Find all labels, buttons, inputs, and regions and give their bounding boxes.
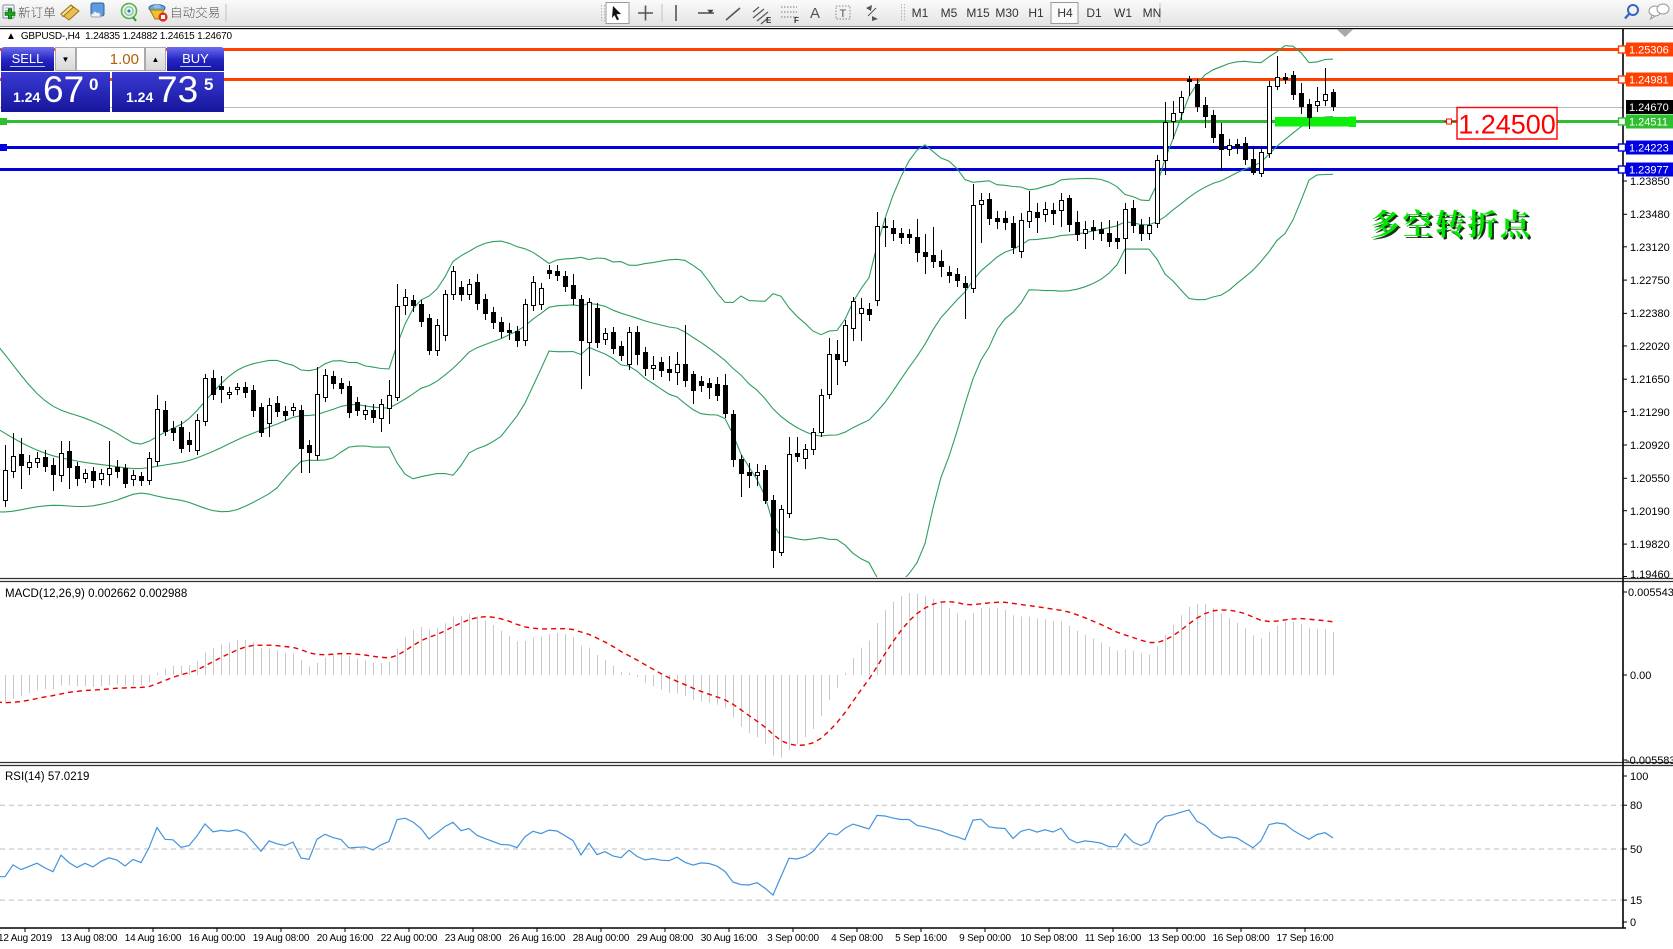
svg-text:26 Aug 16:00: 26 Aug 16:00 xyxy=(509,933,566,944)
svg-text:22 Aug 00:00: 22 Aug 00:00 xyxy=(381,933,438,944)
svg-text:1.22750: 1.22750 xyxy=(1630,275,1670,287)
svg-text:1.23120: 1.23120 xyxy=(1630,242,1670,254)
svg-text:1.23480: 1.23480 xyxy=(1630,209,1670,221)
svg-text:W1: W1 xyxy=(1114,6,1132,20)
svg-text:1.19460: 1.19460 xyxy=(1630,569,1670,581)
svg-text:1.22380: 1.22380 xyxy=(1630,308,1670,320)
svg-text:1.20550: 1.20550 xyxy=(1630,473,1670,485)
svg-text:14 Aug 16:00: 14 Aug 16:00 xyxy=(125,933,182,944)
svg-text:1.20190: 1.20190 xyxy=(1630,506,1670,518)
svg-text:F: F xyxy=(794,16,799,25)
svg-text:M1: M1 xyxy=(912,6,929,20)
svg-text:19 Aug 08:00: 19 Aug 08:00 xyxy=(253,933,310,944)
svg-text:16 Aug 00:00: 16 Aug 00:00 xyxy=(189,933,246,944)
svg-text:1.19820: 1.19820 xyxy=(1630,539,1670,551)
svg-text:0.005543: 0.005543 xyxy=(1628,587,1673,599)
svg-text:5 Sep 16:00: 5 Sep 16:00 xyxy=(895,933,947,944)
svg-text:MACD(12,26,9) 0.002662 0.00298: MACD(12,26,9) 0.002662 0.002988 xyxy=(5,588,187,600)
svg-text:M5: M5 xyxy=(941,6,958,20)
svg-text:4 Sep 08:00: 4 Sep 08:00 xyxy=(831,933,883,944)
svg-text:16 Sep 08:00: 16 Sep 08:00 xyxy=(1212,933,1270,944)
svg-text:20 Aug 16:00: 20 Aug 16:00 xyxy=(317,933,374,944)
svg-text:1.20920: 1.20920 xyxy=(1630,440,1670,452)
svg-text:1.22020: 1.22020 xyxy=(1630,341,1670,353)
svg-text:9 Sep 00:00: 9 Sep 00:00 xyxy=(959,933,1011,944)
svg-text:1.24223: 1.24223 xyxy=(1629,143,1669,155)
svg-text:-0.005583: -0.005583 xyxy=(1626,755,1673,767)
svg-text:1.24500: 1.24500 xyxy=(1458,110,1556,140)
svg-text:1.24511: 1.24511 xyxy=(1629,117,1668,129)
svg-text:1.23977: 1.23977 xyxy=(1629,165,1669,177)
svg-text:17 Sep 16:00: 17 Sep 16:00 xyxy=(1276,933,1334,944)
svg-text:80: 80 xyxy=(1630,800,1642,812)
svg-text:12 Aug 2019: 12 Aug 2019 xyxy=(0,933,53,944)
svg-text:MN: MN xyxy=(1143,6,1162,20)
svg-text:100: 100 xyxy=(1630,771,1648,783)
svg-text:11 Sep 16:00: 11 Sep 16:00 xyxy=(1085,933,1142,944)
svg-text:E: E xyxy=(766,16,772,25)
svg-text:A: A xyxy=(810,5,820,22)
svg-text:28 Aug 00:00: 28 Aug 00:00 xyxy=(573,933,630,944)
svg-text:10 Sep 08:00: 10 Sep 08:00 xyxy=(1020,933,1078,944)
svg-text:15: 15 xyxy=(1630,895,1642,907)
svg-text:29 Aug 08:00: 29 Aug 08:00 xyxy=(637,933,694,944)
svg-text:1.25306: 1.25306 xyxy=(1629,45,1669,57)
svg-text:1.24981: 1.24981 xyxy=(1629,75,1669,87)
svg-text:H4: H4 xyxy=(1057,6,1073,20)
svg-text:D1: D1 xyxy=(1086,6,1102,20)
svg-text:1.24670: 1.24670 xyxy=(1629,102,1669,114)
svg-text:H1: H1 xyxy=(1028,6,1044,20)
svg-text:1.23850: 1.23850 xyxy=(1630,176,1670,188)
svg-text:M15: M15 xyxy=(966,6,990,20)
svg-text:13 Aug 08:00: 13 Aug 08:00 xyxy=(61,933,118,944)
svg-text:3 Sep 00:00: 3 Sep 00:00 xyxy=(767,933,819,944)
svg-text:M30: M30 xyxy=(995,6,1019,20)
svg-text:30 Aug 16:00: 30 Aug 16:00 xyxy=(701,933,758,944)
svg-text:13 Sep 00:00: 13 Sep 00:00 xyxy=(1148,933,1206,944)
svg-text:0.00: 0.00 xyxy=(1630,670,1651,682)
svg-text:0: 0 xyxy=(1630,917,1636,929)
svg-text:1.21650: 1.21650 xyxy=(1630,374,1670,386)
svg-text:T: T xyxy=(840,8,847,20)
svg-text:50: 50 xyxy=(1630,844,1642,856)
svg-text:1.21290: 1.21290 xyxy=(1630,407,1670,419)
svg-text:RSI(14) 57.0219: RSI(14) 57.0219 xyxy=(5,771,89,783)
svg-text:23 Aug 08:00: 23 Aug 08:00 xyxy=(445,933,502,944)
